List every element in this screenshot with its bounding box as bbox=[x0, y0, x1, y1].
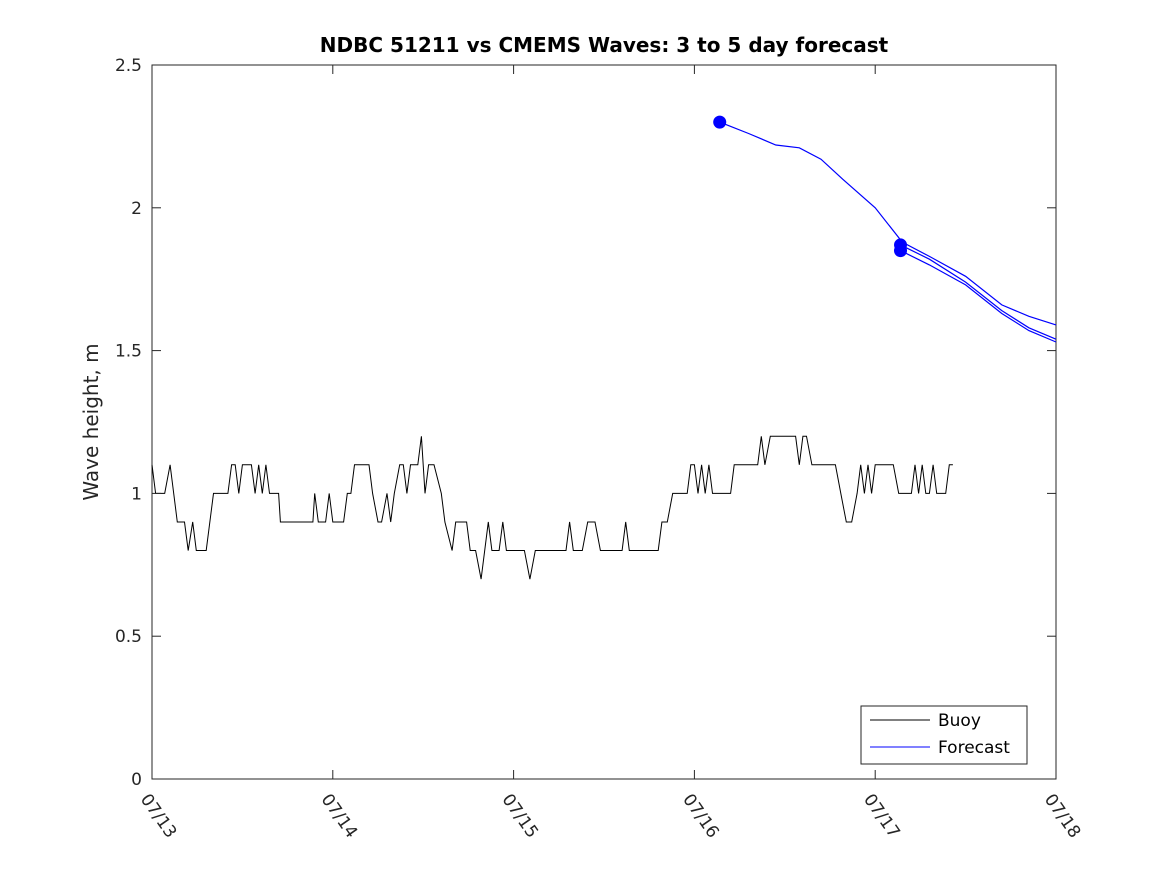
y-tick-label: 1.5 bbox=[115, 342, 142, 362]
y-tick-label: 1 bbox=[131, 484, 142, 504]
y-tick-label: 0 bbox=[131, 770, 142, 790]
legend-forecast-label: Forecast bbox=[938, 738, 1010, 758]
legend-box bbox=[860, 705, 1028, 765]
plot-frame bbox=[151, 64, 1057, 780]
y-tick-label: 2.5 bbox=[115, 56, 142, 76]
plot-area bbox=[151, 64, 1057, 780]
legend: Buoy Forecast bbox=[860, 705, 1028, 765]
legend-buoy-label: Buoy bbox=[938, 711, 981, 731]
y-tick-label: 2 bbox=[131, 199, 142, 219]
series-forecast-line-3 bbox=[900, 250, 1057, 343]
y-tick-label: 0.5 bbox=[115, 627, 142, 647]
y-axis-label: Wave height, m bbox=[79, 343, 103, 500]
forecast-start-marker-3 bbox=[894, 244, 908, 258]
series-forecast-line-1 bbox=[719, 121, 1057, 326]
series-buoy-line bbox=[151, 435, 953, 580]
forecast-start-marker-1 bbox=[713, 115, 727, 129]
series-forecast-line-2 bbox=[900, 244, 1057, 340]
series-layer bbox=[151, 115, 1057, 580]
chart-title: NDBC 51211 vs CMEMS Waves: 3 to 5 day fo… bbox=[320, 33, 889, 57]
